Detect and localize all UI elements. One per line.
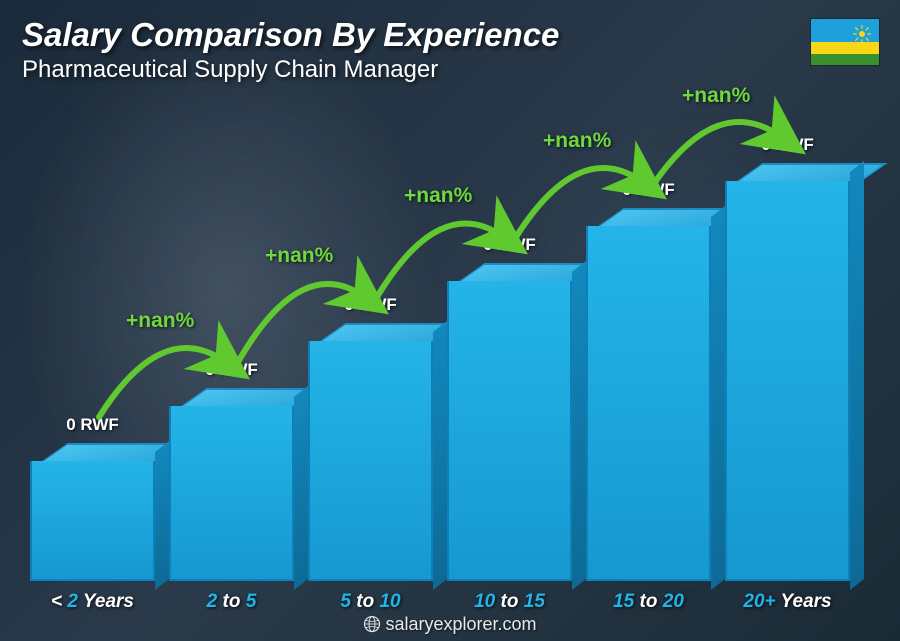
flag-stripe-yellow: [811, 42, 879, 54]
percent-change-label: +nan%: [265, 244, 333, 268]
footer-text: salaryexplorer.com: [385, 614, 536, 634]
bar-chart: 0 RWF< 2 Years0 RWF2 to 50 RWF5 to 100 R…: [30, 121, 850, 581]
bar-shape: [586, 208, 711, 581]
footer: salaryexplorer.com: [0, 614, 900, 635]
bar-0: 0 RWF< 2 Years: [30, 415, 155, 581]
bar-value-label: 0 RWF: [761, 135, 814, 155]
bar-shape: [30, 443, 155, 581]
category-label: 5 to 10: [340, 591, 400, 613]
bar-shape: [725, 163, 850, 581]
bar-3: 0 RWF10 to 15: [447, 235, 572, 581]
flag-sun-icon: [853, 25, 871, 43]
category-label: 10 to 15: [474, 591, 545, 613]
category-label: < 2 Years: [51, 591, 134, 613]
bar-value-label: 0 RWF: [483, 235, 536, 255]
flag-stripe-blue: [811, 19, 879, 42]
category-label: 15 to 20: [613, 591, 684, 613]
chart-subtitle: Pharmaceutical Supply Chain Manager: [22, 56, 878, 84]
header: Salary Comparison By Experience Pharmace…: [22, 16, 878, 84]
flag-stripe-green: [811, 54, 879, 66]
category-label: 20+ Years: [743, 591, 831, 613]
bar-value-label: 0 RWF: [66, 415, 119, 435]
bar-shape: [447, 263, 572, 581]
percent-change-label: +nan%: [543, 129, 611, 153]
bar-value-label: 0 RWF: [205, 360, 258, 380]
bar-shape: [308, 323, 433, 581]
bar-1: 0 RWF2 to 5: [169, 360, 294, 581]
percent-change-label: +nan%: [126, 309, 194, 333]
country-flag-rwanda: [810, 18, 880, 66]
bar-4: 0 RWF15 to 20: [586, 180, 711, 581]
bar-2: 0 RWF5 to 10: [308, 295, 433, 581]
category-label: 2 to 5: [207, 591, 257, 613]
bar-5: 0 RWF20+ Years: [725, 135, 850, 581]
percent-change-label: +nan%: [404, 184, 472, 208]
globe-icon: [363, 615, 381, 633]
chart-title: Salary Comparison By Experience: [22, 16, 878, 54]
bar-shape: [169, 388, 294, 581]
bar-value-label: 0 RWF: [622, 180, 675, 200]
bar-value-label: 0 RWF: [344, 295, 397, 315]
